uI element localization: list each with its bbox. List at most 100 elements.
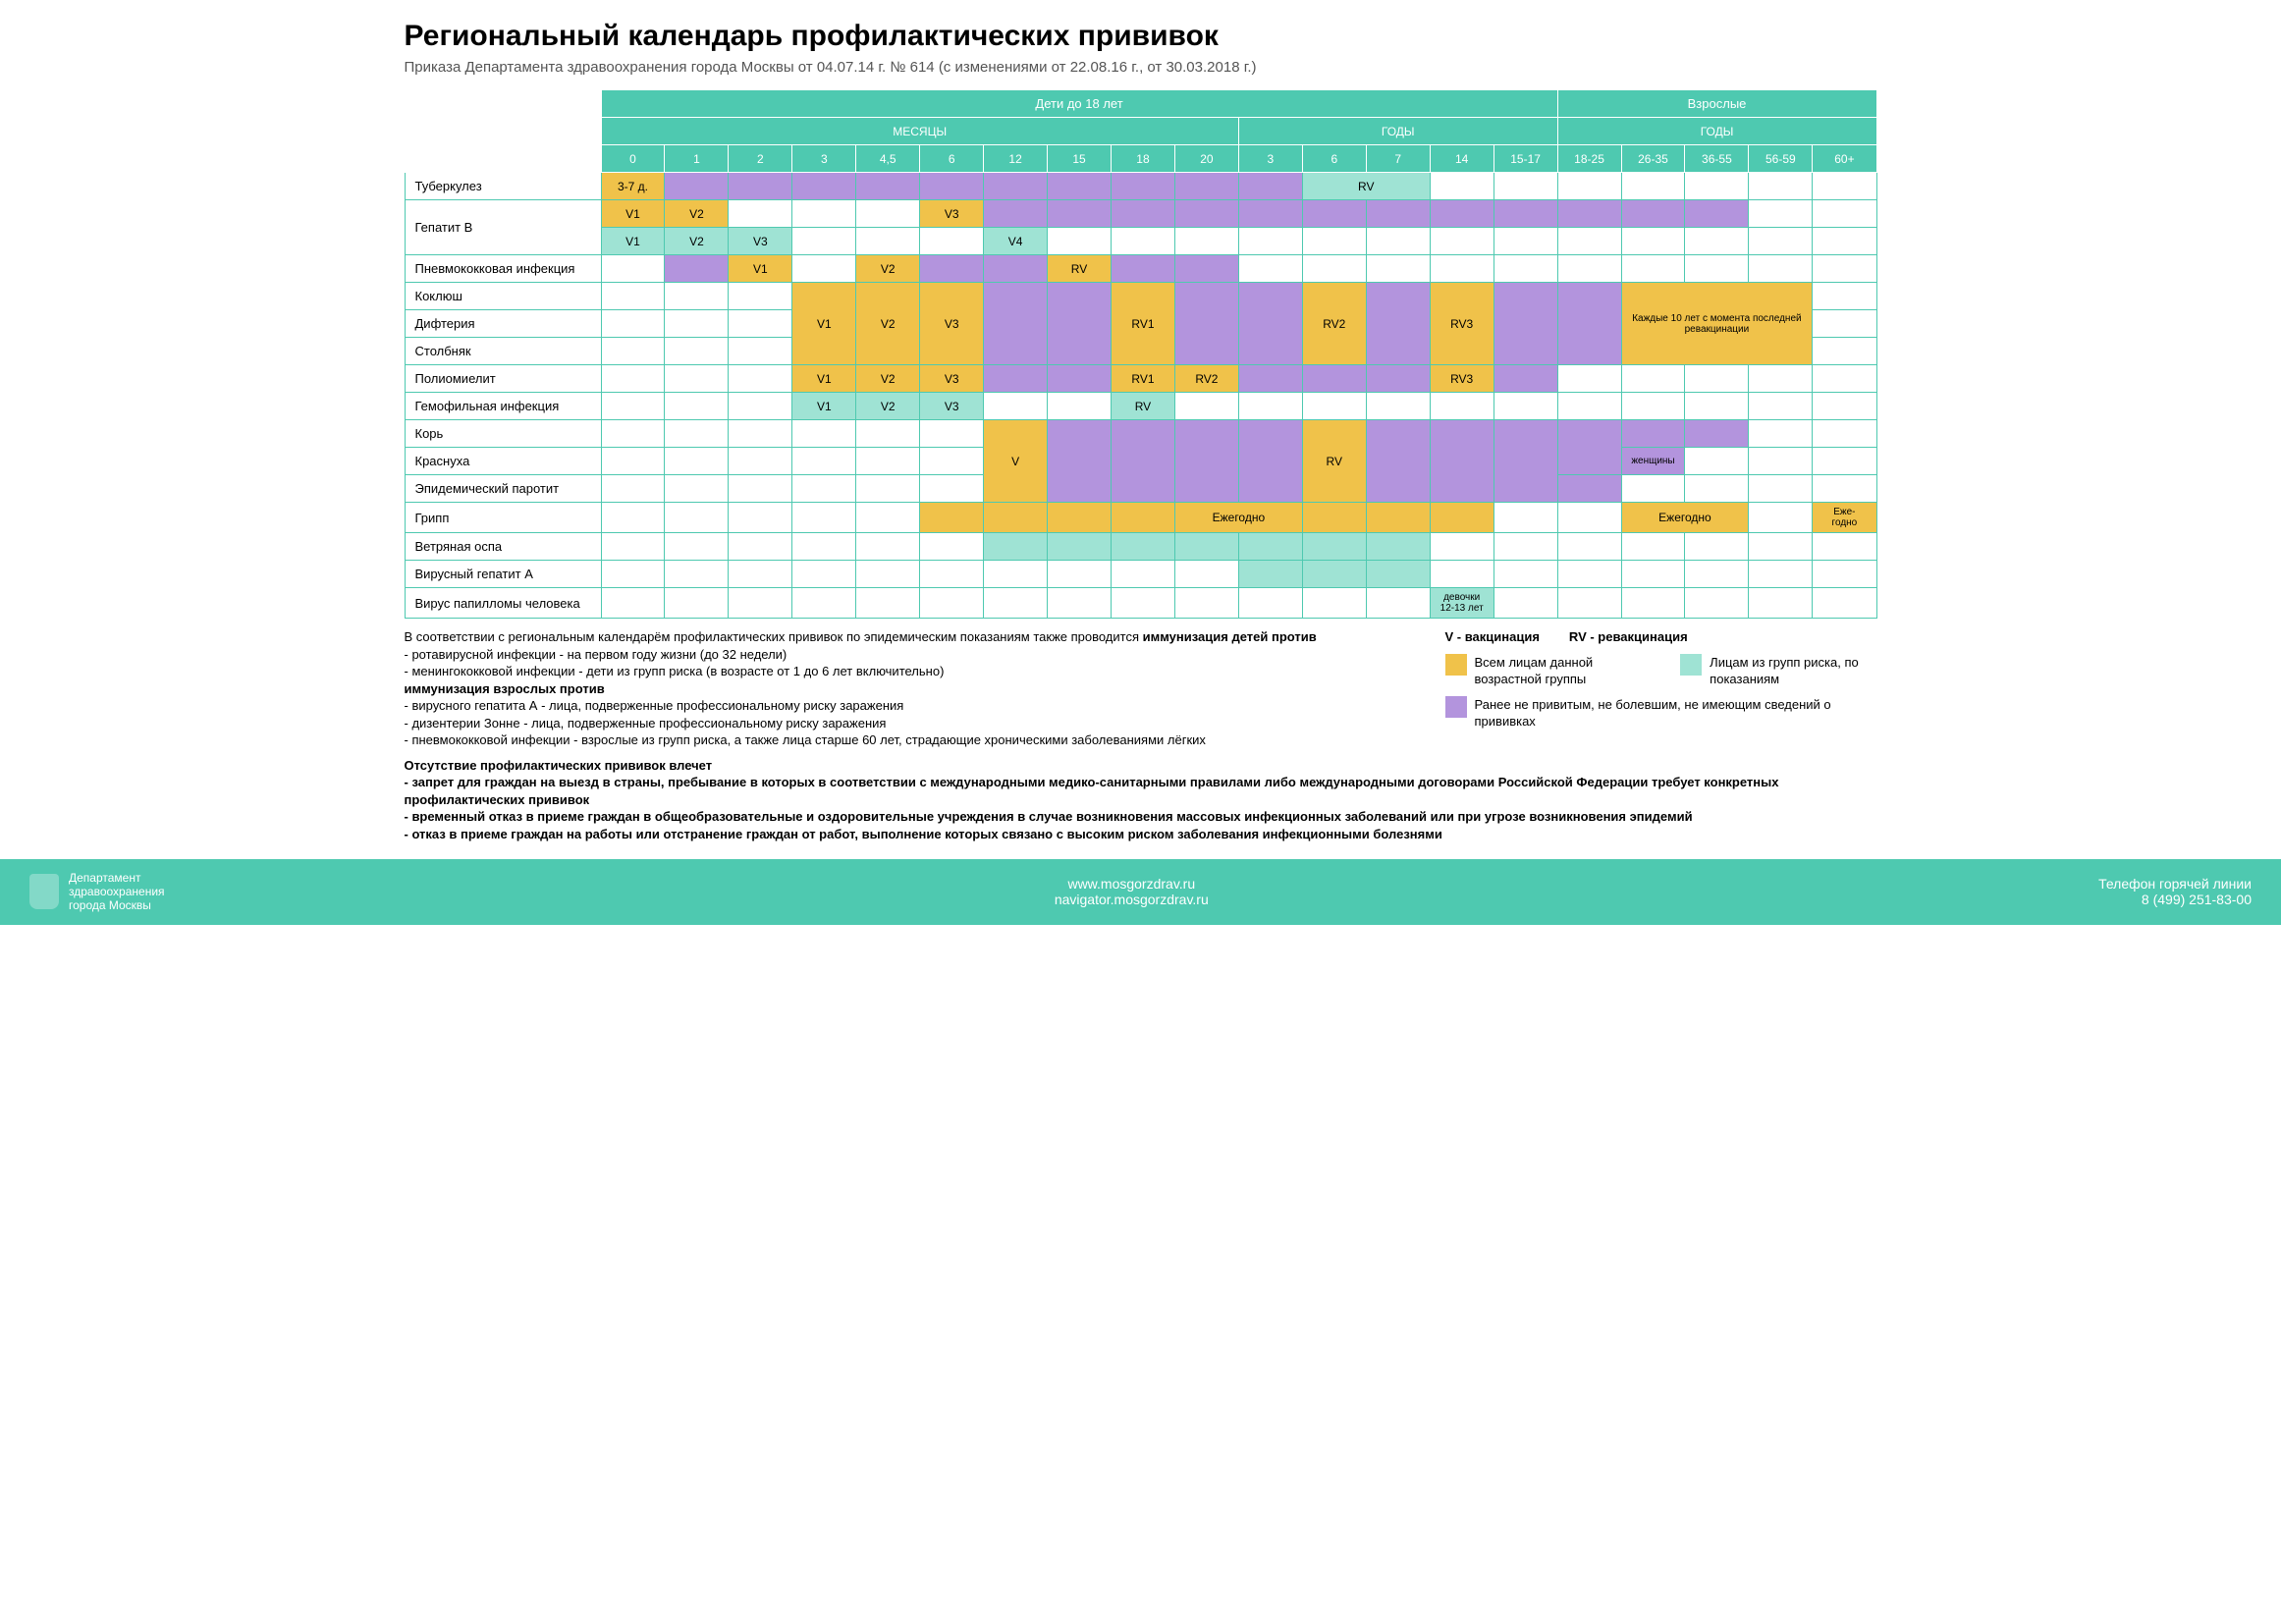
dept-logo-icon (29, 874, 59, 909)
table-cell (920, 561, 984, 588)
table-cell (856, 173, 920, 200)
table-cell: V3 (920, 365, 984, 393)
table-cell (1366, 393, 1430, 420)
table-cell (1302, 503, 1366, 533)
table-cell: RV (1302, 420, 1366, 503)
table-cell (1557, 475, 1621, 503)
table-cell (1112, 200, 1175, 228)
table-cell (1813, 420, 1876, 448)
table-cell (1557, 588, 1621, 619)
table-cell (601, 588, 665, 619)
table-cell: RV2 (1302, 283, 1366, 365)
table-cell (601, 338, 665, 365)
table-cell (856, 420, 920, 448)
table-cell (792, 173, 856, 200)
table-cell: девочки12-13 лет (1430, 588, 1494, 619)
table-cell (601, 448, 665, 475)
table-cell (792, 420, 856, 448)
row-label: Столбняк (405, 338, 601, 365)
table-cell (1813, 561, 1876, 588)
table-cell (1112, 561, 1175, 588)
table-cell (1813, 173, 1876, 200)
row-label: Ветряная оспа (405, 533, 601, 561)
table-cell (729, 420, 792, 448)
table-cell (792, 448, 856, 475)
row-label: Вирусный гепатит А (405, 561, 601, 588)
table-cell: RV (1112, 393, 1175, 420)
table-cell (1557, 283, 1621, 365)
table-cell (1430, 393, 1494, 420)
table-cell (920, 588, 984, 619)
table-cell (665, 475, 729, 503)
table-cell (792, 228, 856, 255)
table-cell (920, 228, 984, 255)
table-cell (856, 228, 920, 255)
table-cell (1112, 588, 1175, 619)
table-cell (601, 255, 665, 283)
row-label: Полиомиелит (405, 365, 601, 393)
footer-hotline: Телефон горячей линии (2098, 876, 2252, 892)
table-cell (1048, 420, 1112, 503)
page-title: Региональный календарь профилактических … (405, 20, 1877, 53)
table-cell (1112, 533, 1175, 561)
table-cell (665, 310, 729, 338)
table-cell (984, 588, 1048, 619)
table-cell (1621, 255, 1685, 283)
table-cell (1749, 228, 1813, 255)
table-cell: Ежегодно (1174, 503, 1302, 533)
table-cell (984, 255, 1048, 283)
table-cell (1749, 255, 1813, 283)
table-cell (984, 200, 1048, 228)
table-cell (1749, 393, 1813, 420)
table-cell (984, 283, 1048, 365)
table-cell (601, 310, 665, 338)
table-cell (920, 173, 984, 200)
table-cell (1749, 588, 1813, 619)
table-cell (1112, 420, 1175, 503)
table-cell (1685, 173, 1749, 200)
table-cell (984, 365, 1048, 393)
table-cell (792, 255, 856, 283)
table-cell (1430, 228, 1494, 255)
table-cell (1174, 561, 1238, 588)
table-cell (665, 588, 729, 619)
table-cell: V1 (792, 283, 856, 365)
table-cell: 3-7 д. (601, 173, 665, 200)
table-cell (1494, 420, 1557, 503)
footer-url2: navigator.mosgorzdrav.ru (1055, 892, 1209, 907)
table-cell (856, 448, 920, 475)
consequences-block: Отсутствие профилактических прививок вле… (405, 757, 1877, 843)
table-cell (1174, 228, 1238, 255)
table-cell (601, 533, 665, 561)
table-cell (1557, 365, 1621, 393)
table-cell (1813, 255, 1876, 283)
table-cell: женщины (1621, 448, 1685, 475)
table-cell (1749, 533, 1813, 561)
table-cell (729, 533, 792, 561)
table-cell (1685, 533, 1749, 561)
table-cell (1557, 173, 1621, 200)
table-cell (729, 503, 792, 533)
table-cell (1238, 561, 1302, 588)
table-cell (1366, 255, 1430, 283)
table-cell (1238, 588, 1302, 619)
table-cell (1685, 475, 1749, 503)
table-cell (1813, 475, 1876, 503)
table-cell (1174, 255, 1238, 283)
table-cell (1621, 588, 1685, 619)
table-cell (792, 588, 856, 619)
table-cell (729, 200, 792, 228)
table-cell (1048, 365, 1112, 393)
table-cell (1813, 200, 1876, 228)
table-cell (856, 561, 920, 588)
table-cell: V2 (856, 283, 920, 365)
table-cell (1048, 503, 1112, 533)
table-cell (1366, 365, 1430, 393)
table-cell (1048, 200, 1112, 228)
table-cell: V3 (920, 283, 984, 365)
row-label: Коклюш (405, 283, 601, 310)
table-cell: V4 (984, 228, 1048, 255)
table-cell (729, 588, 792, 619)
table-cell (665, 448, 729, 475)
table-cell: V1 (601, 200, 665, 228)
